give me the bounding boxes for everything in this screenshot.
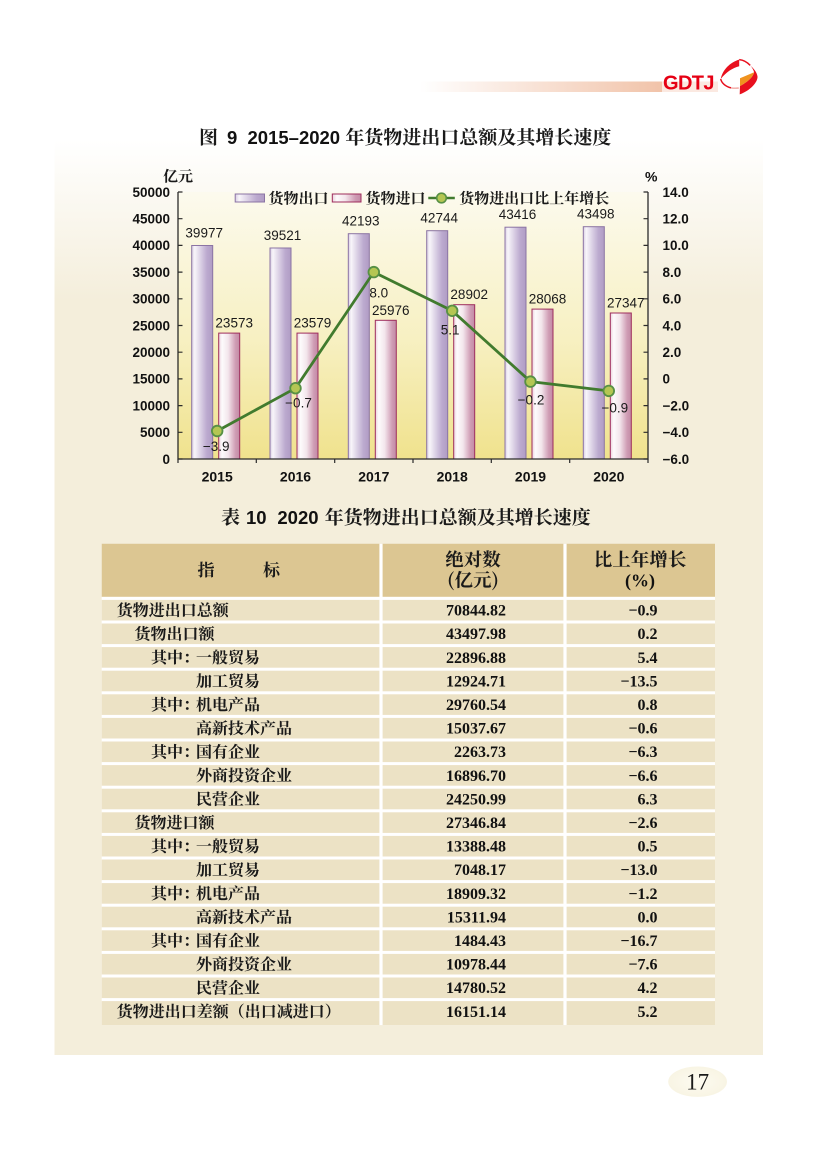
svg-text:12924.71: 12924.71 (446, 673, 506, 690)
svg-text:25976: 25976 (372, 303, 410, 318)
svg-text:4.2: 4.2 (638, 980, 658, 997)
svg-text:0.5: 0.5 (638, 839, 658, 856)
svg-text:12.0: 12.0 (663, 212, 689, 227)
svg-text:6.0: 6.0 (663, 292, 682, 307)
svg-text:42193: 42193 (342, 214, 380, 229)
svg-text:35000: 35000 (132, 265, 170, 280)
svg-text:−7.6: −7.6 (628, 957, 657, 974)
svg-text:14780.52: 14780.52 (446, 980, 506, 997)
svg-text:2017: 2017 (358, 469, 389, 485)
svg-text:−6.0: −6.0 (663, 452, 690, 467)
svg-text:23573: 23573 (215, 316, 253, 331)
svg-text:28902: 28902 (450, 287, 488, 302)
svg-text:2019: 2019 (515, 469, 546, 485)
svg-text:23579: 23579 (294, 316, 332, 331)
svg-text:4.0: 4.0 (663, 318, 682, 333)
svg-text:39521: 39521 (264, 228, 302, 243)
svg-text:5.1: 5.1 (441, 323, 460, 338)
svg-text:10: 10 (246, 507, 267, 528)
svg-text:−0.7: −0.7 (285, 396, 312, 411)
svg-text:−4.0: −4.0 (663, 425, 690, 440)
svg-text:10000: 10000 (132, 398, 170, 413)
svg-text:0.0: 0.0 (638, 909, 658, 926)
svg-text:13388.48: 13388.48 (446, 839, 506, 856)
svg-text:45000: 45000 (132, 212, 170, 227)
svg-text:27347: 27347 (607, 296, 645, 311)
svg-text:18909.32: 18909.32 (446, 886, 506, 903)
svg-text:−0.9: −0.9 (601, 401, 628, 416)
svg-text:9: 9 (227, 127, 237, 148)
svg-text:−0.9: −0.9 (628, 603, 657, 620)
svg-text:42744: 42744 (420, 211, 458, 226)
svg-text:22896.88: 22896.88 (446, 650, 506, 667)
svg-text:25000: 25000 (132, 318, 170, 333)
svg-text:0.8: 0.8 (638, 697, 658, 714)
svg-text:0.2: 0.2 (638, 626, 658, 643)
svg-text:2263.73: 2263.73 (454, 744, 506, 761)
svg-text:16151.14: 16151.14 (446, 1004, 506, 1021)
svg-text:GDTJ: GDTJ (663, 73, 714, 95)
svg-text:29760.54: 29760.54 (446, 697, 506, 714)
svg-text:43498: 43498 (577, 207, 615, 222)
svg-text:2020: 2020 (593, 469, 624, 485)
svg-text:2020: 2020 (277, 507, 318, 528)
svg-text:15000: 15000 (132, 372, 170, 387)
svg-text:2018: 2018 (437, 469, 468, 485)
svg-text:15311.94: 15311.94 (447, 909, 506, 926)
svg-text:2015–2020: 2015–2020 (248, 127, 341, 148)
svg-text:−6.3: −6.3 (628, 744, 657, 761)
svg-text:−2.6: −2.6 (628, 815, 657, 832)
svg-text:1484.43: 1484.43 (454, 933, 506, 950)
svg-text:5.2: 5.2 (638, 1004, 658, 1021)
svg-text:20000: 20000 (132, 345, 170, 360)
svg-text:2016: 2016 (280, 469, 311, 485)
svg-text:16896.70: 16896.70 (446, 768, 506, 785)
svg-text:−1.2: −1.2 (628, 886, 657, 903)
svg-text:−0.2: −0.2 (518, 393, 545, 408)
svg-text:70844.82: 70844.82 (446, 603, 506, 620)
svg-text:−16.7: −16.7 (620, 933, 657, 950)
svg-text:8.0: 8.0 (369, 286, 388, 301)
svg-text:27346.84: 27346.84 (446, 815, 506, 832)
svg-text:2015: 2015 (202, 469, 233, 485)
svg-text:5.4: 5.4 (638, 650, 658, 667)
svg-text:−13.5: −13.5 (620, 673, 657, 690)
svg-text:17: 17 (686, 1069, 709, 1094)
svg-text:43497.98: 43497.98 (446, 626, 506, 643)
svg-text:−13.0: −13.0 (620, 862, 657, 879)
svg-text:−3.9: −3.9 (203, 439, 230, 454)
svg-text:43416: 43416 (499, 207, 537, 222)
svg-text:0: 0 (162, 452, 170, 467)
svg-text:7048.17: 7048.17 (454, 862, 506, 879)
svg-text:15037.67: 15037.67 (446, 721, 506, 738)
svg-text:14.0: 14.0 (663, 185, 689, 200)
svg-text:10.0: 10.0 (663, 238, 689, 253)
svg-text:−2.0: −2.0 (663, 398, 690, 413)
svg-text:0: 0 (663, 372, 671, 387)
svg-text:−0.6: −0.6 (628, 721, 657, 738)
svg-text:24250.99: 24250.99 (446, 791, 506, 808)
svg-text:30000: 30000 (132, 292, 170, 307)
svg-text:50000: 50000 (132, 185, 170, 200)
svg-text:8.0: 8.0 (663, 265, 682, 280)
svg-text:−6.6: −6.6 (628, 768, 657, 785)
svg-text:%: % (645, 169, 658, 185)
svg-text:2.0: 2.0 (663, 345, 682, 360)
svg-text:(%): (%) (625, 571, 655, 592)
svg-text:39977: 39977 (185, 226, 223, 241)
svg-text:28068: 28068 (529, 292, 567, 307)
svg-text:10978.44: 10978.44 (446, 957, 506, 974)
svg-text:6.3: 6.3 (638, 791, 658, 808)
svg-text:5000: 5000 (140, 425, 170, 440)
svg-text:40000: 40000 (132, 238, 170, 253)
